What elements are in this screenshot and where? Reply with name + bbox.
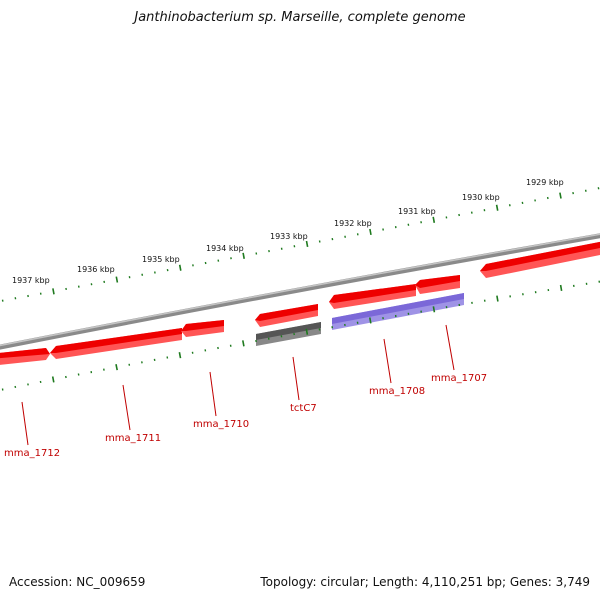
- gene-upper-right[interactable]: [480, 240, 600, 278]
- gene-label[interactable]: mma_1710: [193, 419, 249, 430]
- major-tick: [305, 328, 309, 335]
- scale-label: 1936 kbp: [77, 265, 115, 274]
- inner-tick-ring: [1, 280, 600, 391]
- gene-mma-1707[interactable]: [415, 275, 460, 294]
- scale-label: 1937 kbp: [12, 276, 50, 285]
- major-tick: [369, 228, 372, 236]
- major-tick: [495, 204, 499, 211]
- scale-label: 1934 kbp: [206, 244, 244, 253]
- major-tick: [559, 192, 562, 199]
- major-tick: [178, 352, 182, 359]
- scale-label: 1932 kbp: [334, 219, 372, 228]
- genome-title: Janthinobacterium sp. Marseille, complet…: [134, 10, 466, 25]
- major-tick: [242, 252, 245, 259]
- gene-mma-1708[interactable]: [329, 284, 416, 309]
- gene-label[interactable]: mma_1712: [4, 448, 60, 459]
- scale-label: 1935 kbp: [142, 255, 180, 264]
- gene-mma-1711[interactable]: [50, 328, 182, 359]
- major-tick: [496, 295, 499, 302]
- gene-mma-1708-highlight[interactable]: [332, 293, 464, 330]
- major-tick: [115, 364, 118, 371]
- scale-label: 1930 kbp: [462, 193, 500, 202]
- gene-label[interactable]: mma_1711: [105, 433, 161, 444]
- scale-labels: 1937 kbp 1936 kbp 1935 kbp 1934 kbp 1933…: [12, 178, 564, 285]
- major-tick: [559, 284, 563, 292]
- major-tick: [51, 376, 55, 383]
- major-tick: [242, 340, 245, 347]
- major-tick: [115, 276, 119, 283]
- major-tick: [432, 306, 436, 313]
- gene-mma-1712[interactable]: [0, 348, 50, 366]
- gene-tctC7[interactable]: [256, 322, 321, 346]
- outer-tick-ring: [1, 187, 600, 302]
- gene-label[interactable]: tctC7: [290, 403, 317, 414]
- major-tick: [369, 317, 372, 324]
- major-tick: [432, 216, 436, 223]
- scale-label: 1933 kbp: [270, 232, 308, 241]
- gene-mma-1710[interactable]: [181, 320, 224, 337]
- gene-label[interactable]: mma_1708: [369, 386, 425, 397]
- major-tick: [52, 288, 55, 295]
- gene-label[interactable]: mma_1707: [431, 373, 487, 384]
- scale-label: 1929 kbp: [526, 178, 564, 187]
- gene-upper-left[interactable]: [255, 304, 318, 327]
- accession-text: Accession: NC_009659: [9, 575, 146, 589]
- genome-backbone-highlight: [0, 233, 600, 347]
- gene-label-leaders: [21, 324, 455, 446]
- major-tick: [178, 264, 182, 271]
- topology-text: Topology: circular; Length: 4,110,251 bp…: [260, 575, 590, 589]
- major-tick: [305, 240, 309, 248]
- scale-label: 1931 kbp: [398, 207, 436, 216]
- gene-labels: mma_1712 mma_1711 mma_1710 tctC7 mma_170…: [4, 373, 487, 459]
- genome-backbone: [0, 233, 600, 350]
